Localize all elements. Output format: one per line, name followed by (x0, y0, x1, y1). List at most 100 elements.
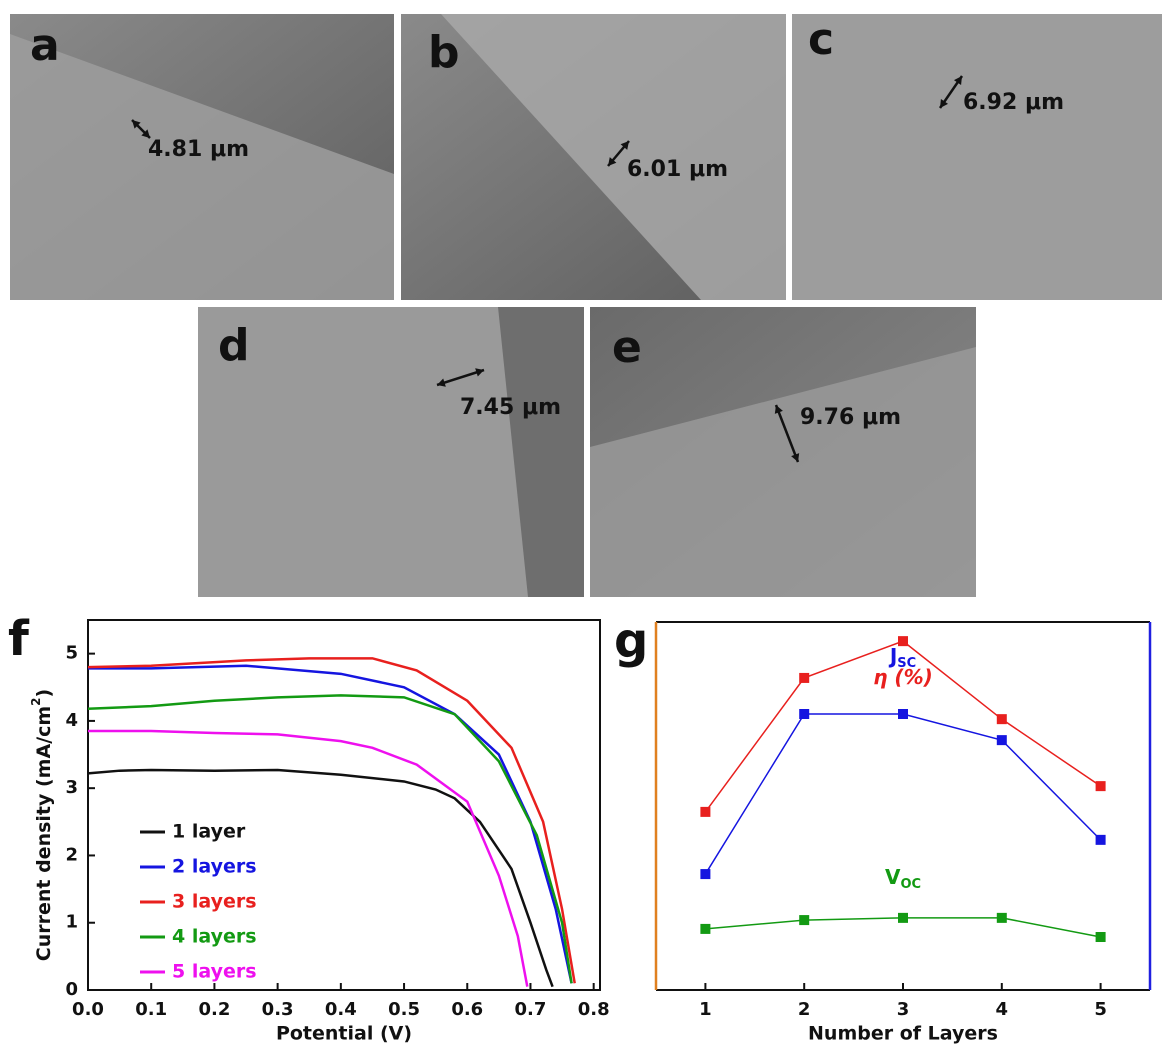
series-line (87, 657, 576, 984)
data-point (1095, 932, 1106, 943)
arrow-head (791, 453, 800, 462)
series-line (87, 768, 554, 988)
chart: g 1 2 3 4 5 Number of Layers η (%)JSC VOC (614, 613, 1152, 1045)
y-axis-title: Current density (mA/cm2) (29, 689, 55, 961)
x-axis-title: Number of Layers (808, 1023, 998, 1045)
arrow-head (620, 141, 629, 150)
legend-label: 1 layer (172, 821, 246, 843)
x-tick-label: 0.2 (198, 999, 230, 1020)
panel-label: b (428, 27, 460, 78)
data-point (996, 735, 1007, 746)
sem-panels: a 4.81 μm b 6.01 μm c 6.92 μm d 7.45 μm e 9.76 μm (10, 14, 1162, 597)
data-point (898, 709, 908, 719)
y-tick-label: 3 (65, 777, 78, 798)
sem-layer (198, 307, 528, 597)
data-point (799, 709, 810, 719)
y-axis-title-end: ) (33, 689, 55, 698)
charts: f 0.0 0.1 0.2 0.3 0.4 0.5 0.6 0.7 0.8 0 1 2 3 4 5 Potent… (8, 611, 1152, 1045)
arrow-head (132, 120, 141, 129)
x-tick-label: 0.3 (262, 999, 294, 1020)
data-point (799, 672, 810, 683)
panel-label: g (614, 613, 648, 669)
data-point (1095, 781, 1106, 792)
x-tick-label: 0.1 (135, 999, 167, 1020)
y-tick-label: 2 (65, 844, 78, 865)
series-label: VOC (885, 864, 921, 891)
y-axis-title-main: Current density (mA/cm (33, 706, 55, 961)
series-line (88, 729, 529, 987)
panel-label: d (218, 320, 250, 371)
data-point (799, 915, 810, 926)
sem-image (792, 14, 1162, 300)
y-tick-label: 5 (65, 643, 78, 664)
data-point (1095, 834, 1106, 845)
y-tick-label: 1 (65, 912, 78, 933)
arrow-head (774, 405, 783, 414)
data-point (700, 806, 711, 817)
series-label-main: η (%) (873, 665, 933, 689)
data-point (700, 923, 711, 934)
sem-image (10, 14, 394, 300)
data-point (898, 912, 908, 923)
arrow-head (940, 99, 949, 108)
series-label: η (%) (873, 665, 933, 689)
sem-layer (792, 14, 1162, 300)
panel-label: e (612, 322, 642, 373)
x-tick-label: 0.5 (388, 999, 420, 1020)
data-point (700, 869, 711, 880)
series-line (87, 694, 573, 984)
chart: f 0.0 0.1 0.2 0.3 0.4 0.5 0.6 0.7 0.8 0 1 2 3 4 5 Potent… (8, 611, 610, 1045)
x-tick-label: 1 (699, 999, 712, 1020)
series-line (88, 664, 573, 984)
panel-label: a (30, 20, 60, 71)
x-tick-label: 0.8 (578, 999, 610, 1020)
x-axis-title: Potential (V) (276, 1023, 412, 1045)
arrow-head (475, 368, 484, 377)
arrow-head (141, 129, 150, 138)
thickness-arrow (436, 368, 485, 387)
series-label: JSC (888, 644, 916, 671)
series-label-sub: OC (900, 876, 921, 891)
arrow-head (608, 157, 617, 166)
thickness-label: 6.92 μm (963, 90, 1064, 115)
plot-frame (87, 619, 601, 991)
x-tick-label: 0.0 (72, 999, 104, 1020)
legend-label: 5 layers (172, 961, 257, 983)
data-point (898, 636, 908, 647)
y-tick-label: 4 (65, 710, 78, 731)
thickness-label: 4.81 μm (148, 137, 249, 162)
sem-layer (441, 14, 786, 300)
arrow-head (437, 378, 446, 387)
thickness-label: 6.01 μm (627, 157, 728, 182)
sem-layer (10, 34, 394, 300)
data-point (996, 912, 1007, 923)
x-tick-label: 0.7 (515, 999, 547, 1020)
y-tick-label: 0 (65, 979, 78, 1000)
x-tick-label: 5 (1094, 999, 1107, 1020)
legend-label: 4 layers (172, 926, 257, 948)
legend-label: 3 layers (172, 891, 257, 913)
series-line (704, 713, 1102, 875)
x-tick-label: 3 (897, 999, 910, 1020)
data-point (996, 714, 1007, 725)
y-axis-title-sup: 2 (29, 697, 43, 705)
thickness-arrow (774, 404, 800, 463)
sem-layer (590, 347, 976, 597)
sem-image (198, 307, 584, 597)
series-label-sub: SC (897, 656, 916, 671)
x-tick-label: 0.6 (451, 999, 483, 1020)
thickness-label: 9.76 μm (800, 405, 901, 430)
sem-image (590, 307, 976, 597)
sem-image (401, 14, 786, 300)
thickness-label: 7.45 μm (460, 395, 561, 420)
x-tick-label: 0.4 (325, 999, 357, 1020)
x-tick-label: 4 (996, 999, 1009, 1020)
x-tick-label: 2 (798, 999, 811, 1020)
series-label-main: V (885, 864, 901, 888)
legend-label: 2 layers (172, 856, 257, 878)
series-label-main: J (888, 644, 897, 668)
panel-label: f (8, 611, 30, 667)
arrow-head (953, 76, 962, 85)
panel-label: c (808, 14, 834, 65)
